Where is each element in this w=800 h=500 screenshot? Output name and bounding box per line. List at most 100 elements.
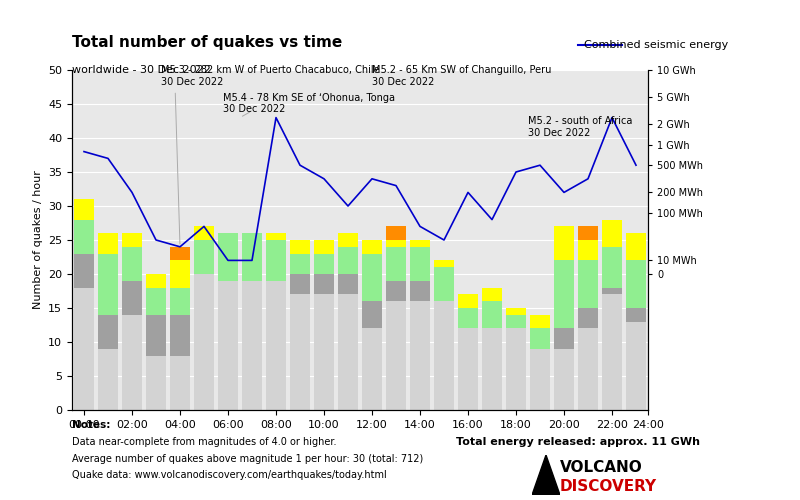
Bar bbox=[290, 274, 310, 294]
Bar bbox=[170, 260, 190, 287]
Bar bbox=[362, 301, 382, 328]
Bar bbox=[314, 274, 334, 294]
Bar bbox=[74, 254, 94, 288]
Bar bbox=[386, 247, 406, 281]
Bar bbox=[506, 315, 526, 328]
Text: Average number of quakes above magnitude 1 per hour: 30 (total: 712): Average number of quakes above magnitude… bbox=[72, 454, 423, 464]
Bar bbox=[194, 274, 214, 410]
Bar bbox=[506, 328, 526, 410]
Bar bbox=[458, 294, 478, 308]
Bar bbox=[170, 315, 190, 356]
Bar bbox=[146, 274, 166, 287]
Bar bbox=[98, 315, 118, 349]
Text: VOLCANO: VOLCANO bbox=[560, 460, 642, 475]
Bar bbox=[410, 247, 430, 281]
Text: Total energy released: approx. 11 GWh: Total energy released: approx. 11 GWh bbox=[456, 437, 700, 447]
Bar bbox=[482, 301, 502, 328]
Bar bbox=[482, 288, 502, 301]
Bar bbox=[434, 301, 454, 410]
Bar bbox=[266, 240, 286, 281]
Bar bbox=[626, 322, 646, 410]
Bar bbox=[362, 328, 382, 410]
Bar bbox=[122, 233, 142, 247]
Text: DISCOVERY: DISCOVERY bbox=[560, 479, 657, 494]
Bar bbox=[194, 226, 214, 240]
Text: Data near-complete from magnitudes of 4.0 or higher.: Data near-complete from magnitudes of 4.… bbox=[72, 437, 337, 447]
Bar bbox=[218, 281, 238, 410]
Bar bbox=[602, 288, 622, 294]
Bar bbox=[530, 349, 550, 410]
Bar bbox=[554, 328, 574, 349]
Text: Notes:: Notes: bbox=[72, 420, 110, 430]
Bar bbox=[434, 267, 454, 301]
Bar bbox=[98, 349, 118, 410]
Bar bbox=[626, 233, 646, 260]
Bar bbox=[146, 315, 166, 356]
Bar bbox=[170, 247, 190, 260]
Bar bbox=[98, 233, 118, 254]
Bar bbox=[170, 356, 190, 410]
Bar bbox=[530, 315, 550, 328]
Text: Quake data: www.volcanodiscovery.com/earthquakes/today.html: Quake data: www.volcanodiscovery.com/ear… bbox=[72, 470, 386, 480]
Bar bbox=[98, 254, 118, 315]
Bar bbox=[122, 315, 142, 410]
Bar bbox=[386, 240, 406, 247]
Bar bbox=[218, 233, 238, 281]
Bar bbox=[554, 226, 574, 260]
Bar bbox=[266, 281, 286, 410]
Bar bbox=[338, 294, 358, 410]
Bar bbox=[602, 247, 622, 288]
Polygon shape bbox=[532, 455, 560, 495]
Text: Combined seismic energy: Combined seismic energy bbox=[584, 40, 728, 50]
Bar bbox=[338, 233, 358, 247]
Bar bbox=[578, 240, 598, 260]
Bar bbox=[554, 260, 574, 328]
Bar bbox=[578, 226, 598, 240]
Bar bbox=[386, 226, 406, 240]
Bar bbox=[506, 308, 526, 315]
Bar bbox=[74, 199, 94, 220]
Bar bbox=[290, 254, 310, 274]
Bar bbox=[386, 301, 406, 410]
Bar bbox=[338, 274, 358, 294]
Bar bbox=[554, 349, 574, 410]
Y-axis label: Number of quakes / hour: Number of quakes / hour bbox=[33, 170, 42, 310]
Bar bbox=[290, 240, 310, 254]
Text: M5.4 - 78 Km SE of ʻOhonua, Tonga
30 Dec 2022: M5.4 - 78 Km SE of ʻOhonua, Tonga 30 Dec… bbox=[223, 92, 395, 114]
Bar bbox=[314, 294, 334, 410]
Bar bbox=[410, 281, 430, 301]
Bar bbox=[602, 294, 622, 410]
Bar bbox=[314, 240, 334, 254]
Bar bbox=[74, 288, 94, 410]
Bar bbox=[482, 328, 502, 410]
Bar bbox=[602, 220, 622, 247]
Bar bbox=[314, 254, 334, 274]
Bar bbox=[626, 260, 646, 308]
Bar bbox=[578, 328, 598, 410]
Bar bbox=[578, 308, 598, 328]
Bar bbox=[194, 240, 214, 274]
Bar bbox=[266, 233, 286, 240]
Bar bbox=[386, 281, 406, 301]
Bar bbox=[458, 328, 478, 410]
Text: Total number of quakes vs time: Total number of quakes vs time bbox=[72, 35, 342, 50]
Bar bbox=[170, 288, 190, 315]
Bar bbox=[242, 281, 262, 410]
Bar bbox=[242, 233, 262, 281]
Text: worldwide - 30 Dec 2022: worldwide - 30 Dec 2022 bbox=[72, 65, 211, 75]
Bar bbox=[122, 281, 142, 315]
Bar bbox=[362, 240, 382, 254]
Bar bbox=[410, 240, 430, 247]
Bar bbox=[578, 260, 598, 308]
Bar bbox=[74, 220, 94, 254]
Bar bbox=[290, 294, 310, 410]
Bar bbox=[530, 328, 550, 349]
Bar bbox=[146, 288, 166, 315]
Bar bbox=[122, 247, 142, 281]
Bar bbox=[410, 301, 430, 410]
Text: M5.2 - 65 Km SW of Changuillo, Peru
30 Dec 2022: M5.2 - 65 Km SW of Changuillo, Peru 30 D… bbox=[372, 66, 551, 87]
Bar bbox=[458, 308, 478, 328]
Bar bbox=[626, 308, 646, 322]
Bar bbox=[146, 356, 166, 410]
Text: M5.3 - 282 km W of Puerto Chacabuco, Chile
30 Dec 2022: M5.3 - 282 km W of Puerto Chacabuco, Chi… bbox=[161, 66, 379, 87]
